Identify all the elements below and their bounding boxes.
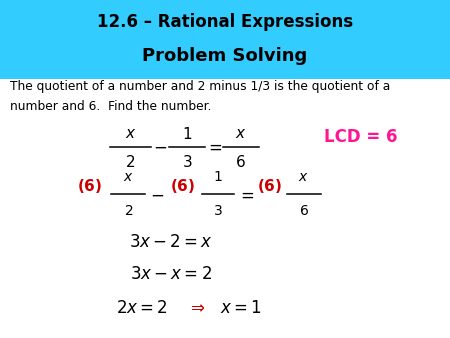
Text: $\Rightarrow$: $\Rightarrow$ xyxy=(187,298,205,317)
Text: $2$: $2$ xyxy=(124,204,133,218)
Text: Problem Solving: Problem Solving xyxy=(142,47,308,65)
Text: $=$: $=$ xyxy=(205,138,222,156)
Text: $x$: $x$ xyxy=(125,126,136,141)
Text: $3$: $3$ xyxy=(213,204,223,218)
Text: $3x - x = 2$: $3x - x = 2$ xyxy=(130,265,212,283)
Text: $3$: $3$ xyxy=(181,154,192,170)
Text: $x$: $x$ xyxy=(123,170,134,185)
Text: $6$: $6$ xyxy=(299,204,309,218)
Text: $1$: $1$ xyxy=(213,170,223,185)
Text: $1$: $1$ xyxy=(182,125,192,142)
Text: 12.6 – Rational Expressions: 12.6 – Rational Expressions xyxy=(97,13,353,31)
Text: $\mathbf{(6)}$: $\mathbf{(6)}$ xyxy=(77,177,103,195)
Text: $2x = 2$: $2x = 2$ xyxy=(116,298,168,317)
Text: LCD = 6: LCD = 6 xyxy=(324,128,397,146)
Text: $6$: $6$ xyxy=(235,154,246,170)
Bar xyxy=(0,0,450,79)
Text: $-$: $-$ xyxy=(153,138,167,156)
Text: $x$: $x$ xyxy=(298,170,309,185)
Text: $x = 1$: $x = 1$ xyxy=(220,298,261,317)
Text: $2$: $2$ xyxy=(126,154,135,170)
Text: The quotient of a number and 2 minus 1/3 is the quotient of a: The quotient of a number and 2 minus 1/3… xyxy=(10,80,390,93)
Text: $x$: $x$ xyxy=(235,126,247,141)
Text: $=$: $=$ xyxy=(237,185,254,203)
Text: $-$: $-$ xyxy=(149,185,164,203)
Text: $\mathbf{(6)}$: $\mathbf{(6)}$ xyxy=(257,177,283,195)
Text: $\mathbf{(6)}$: $\mathbf{(6)}$ xyxy=(170,177,195,195)
Text: $3x - 2 = x$: $3x - 2 = x$ xyxy=(129,233,213,251)
Text: number and 6.  Find the number.: number and 6. Find the number. xyxy=(10,100,211,113)
